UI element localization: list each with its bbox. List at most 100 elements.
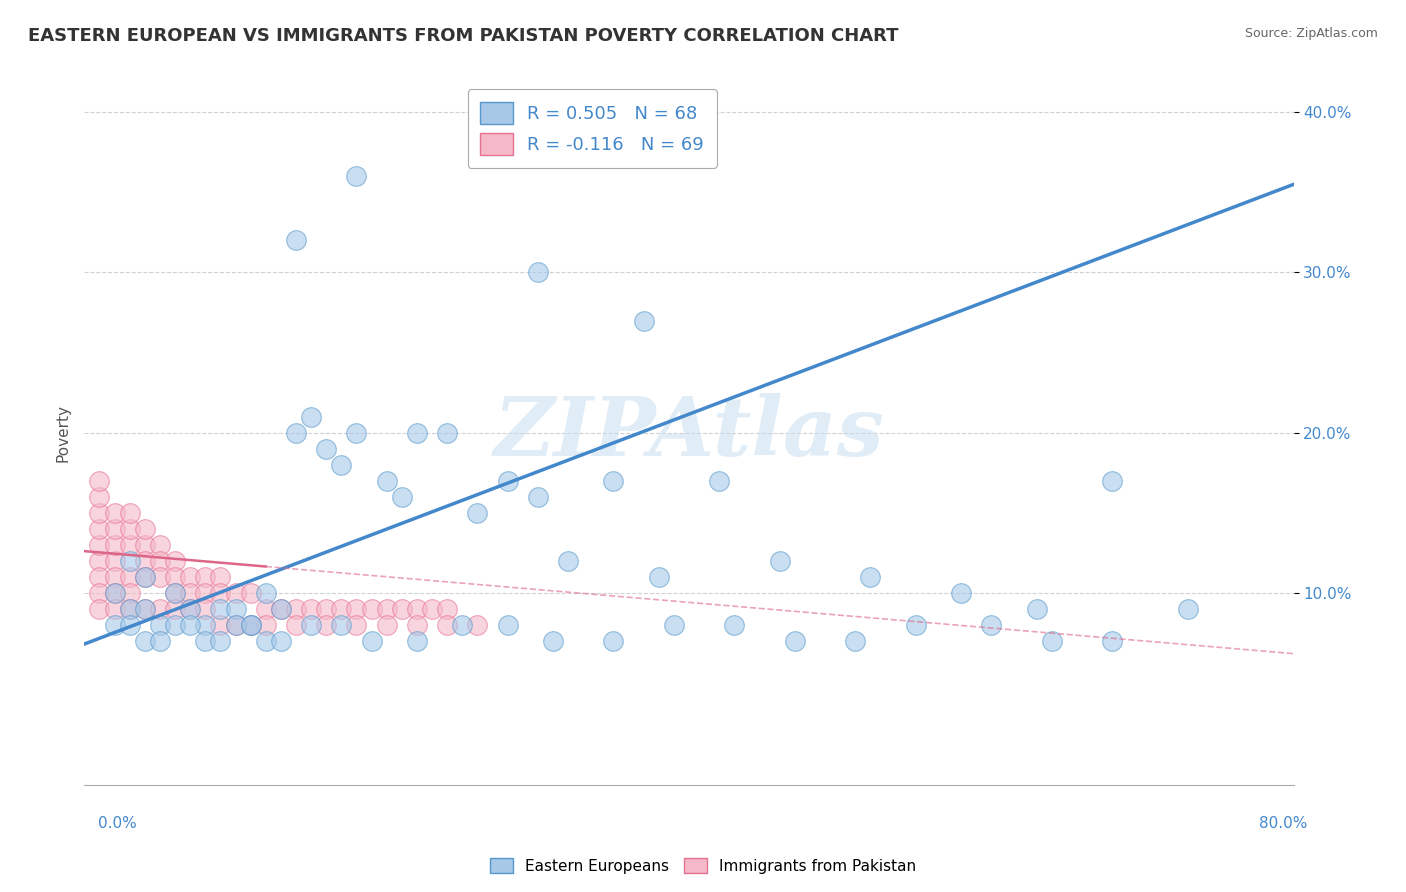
Point — [134, 522, 156, 536]
Point — [239, 617, 262, 632]
Point — [134, 633, 156, 648]
Point — [254, 633, 277, 648]
Point — [254, 601, 277, 615]
Point — [436, 617, 458, 632]
Point — [194, 633, 217, 648]
Point — [118, 570, 141, 584]
Point — [209, 586, 232, 600]
Point — [360, 633, 382, 648]
Point — [165, 570, 187, 584]
Point — [648, 570, 671, 584]
Text: ZIPAtlas: ZIPAtlas — [494, 392, 884, 473]
Text: Source: ZipAtlas.com: Source: ZipAtlas.com — [1244, 27, 1378, 40]
Point — [89, 554, 111, 568]
Point — [391, 490, 413, 504]
Point — [1025, 601, 1047, 615]
Point — [165, 586, 187, 600]
Point — [179, 586, 201, 600]
Point — [950, 586, 973, 600]
Point — [194, 586, 217, 600]
Point — [209, 601, 232, 615]
Point — [346, 617, 368, 632]
Point — [89, 490, 111, 504]
Point — [149, 538, 172, 552]
Point — [557, 554, 579, 568]
Point — [270, 633, 292, 648]
Point — [179, 601, 201, 615]
Text: 0.0%: 0.0% — [98, 816, 138, 831]
Point — [225, 601, 247, 615]
Point — [541, 633, 564, 648]
Point — [194, 617, 217, 632]
Point — [89, 538, 111, 552]
Point — [209, 617, 232, 632]
Point — [149, 633, 172, 648]
Text: EASTERN EUROPEAN VS IMMIGRANTS FROM PAKISTAN POVERTY CORRELATION CHART: EASTERN EUROPEAN VS IMMIGRANTS FROM PAKI… — [28, 27, 898, 45]
Point — [89, 474, 111, 488]
Point — [346, 601, 368, 615]
Point — [360, 601, 382, 615]
Point — [118, 586, 141, 600]
Point — [239, 586, 262, 600]
Point — [104, 522, 127, 536]
Point — [436, 425, 458, 440]
Point — [496, 617, 519, 632]
Point — [467, 506, 489, 520]
Point — [104, 538, 127, 552]
Point — [118, 601, 141, 615]
Point — [104, 601, 127, 615]
Point — [239, 617, 262, 632]
Point — [194, 570, 217, 584]
Point — [315, 617, 337, 632]
Point — [179, 570, 201, 584]
Point — [723, 617, 745, 632]
Point — [769, 554, 792, 568]
Point — [104, 586, 127, 600]
Point — [709, 474, 731, 488]
Point — [375, 601, 398, 615]
Point — [89, 522, 111, 536]
Point — [118, 601, 141, 615]
Point — [165, 601, 187, 615]
Point — [104, 570, 127, 584]
Point — [89, 586, 111, 600]
Point — [285, 425, 308, 440]
Point — [209, 633, 232, 648]
Point — [285, 234, 308, 248]
Point — [844, 633, 866, 648]
Point — [225, 617, 247, 632]
Point — [134, 570, 156, 584]
Legend: Eastern Europeans, Immigrants from Pakistan: Eastern Europeans, Immigrants from Pakis… — [484, 852, 922, 880]
Point — [118, 522, 141, 536]
Point — [134, 538, 156, 552]
Point — [375, 474, 398, 488]
Point — [285, 601, 308, 615]
Point — [134, 554, 156, 568]
Point — [118, 538, 141, 552]
Point — [149, 554, 172, 568]
Point — [134, 570, 156, 584]
Point — [904, 617, 927, 632]
Point — [89, 506, 111, 520]
Point — [89, 601, 111, 615]
Point — [1040, 633, 1063, 648]
Point — [406, 425, 429, 440]
Point — [254, 586, 277, 600]
Point — [285, 617, 308, 632]
Point — [1101, 474, 1123, 488]
Point — [270, 601, 292, 615]
Point — [165, 617, 187, 632]
Point — [315, 601, 337, 615]
Point — [118, 554, 141, 568]
Point — [330, 601, 353, 615]
Point — [239, 617, 262, 632]
Point — [104, 617, 127, 632]
Point — [330, 458, 353, 472]
Point — [662, 617, 685, 632]
Point — [496, 474, 519, 488]
Point — [1101, 633, 1123, 648]
Point — [451, 617, 474, 632]
Point — [179, 617, 201, 632]
Point — [602, 633, 624, 648]
Point — [406, 601, 429, 615]
